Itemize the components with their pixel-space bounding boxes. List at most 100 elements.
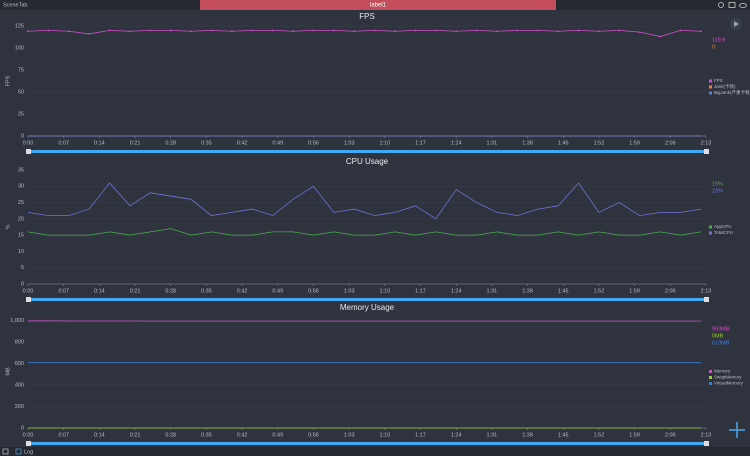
add-button[interactable] (729, 422, 745, 438)
current-value: 0 (712, 44, 715, 50)
x-tick-label: 1:59 (629, 288, 640, 294)
log-checkbox[interactable] (15, 448, 22, 455)
x-tick-label: 0:56 (308, 288, 319, 294)
y-tick-label: 75 (18, 67, 24, 73)
point (108, 29, 111, 32)
y-tick-label: 15 (18, 233, 24, 239)
legend-swatch (709, 382, 712, 385)
x-tick-label: 1:10 (379, 140, 390, 146)
point (312, 29, 315, 32)
point (190, 30, 193, 33)
point (292, 30, 294, 33)
point (67, 30, 70, 33)
range-slider (28, 150, 708, 153)
point (373, 29, 376, 32)
point (353, 30, 356, 33)
x-tick-label: 1:03 (344, 140, 355, 146)
legend-swatch (709, 225, 712, 229)
legend-swatch (709, 85, 712, 89)
x-tick-label: 1:52 (594, 432, 605, 438)
x-tick-label: 1:45 (558, 140, 569, 146)
cloud-icon[interactable] (739, 3, 747, 8)
play-icon (734, 21, 739, 27)
x-tick-label: 2:13 (701, 432, 712, 438)
x-tick-label: 1:59 (629, 432, 640, 438)
location-icon[interactable] (718, 2, 724, 8)
x-tick-label: 1:31 (487, 140, 498, 146)
y-tick-label: 0 (21, 425, 24, 431)
point (557, 30, 560, 33)
x-tick-label: 1:24 (451, 140, 462, 146)
x-tick-label: 1:10 (379, 432, 390, 438)
y-tick-label: 20 (18, 216, 24, 222)
series-line (27, 228, 701, 236)
active-tab[interactable] (200, 0, 556, 10)
x-tick-label: 1:24 (451, 288, 462, 294)
legend-swatch (709, 79, 712, 83)
legend-label: BigJank(严重卡顿) (714, 89, 750, 96)
series-line (27, 182, 701, 220)
y-tick-label: 25 (18, 200, 24, 206)
log-button[interactable] (2, 448, 9, 455)
x-tick-label: 1:31 (487, 288, 498, 294)
point (434, 29, 437, 32)
y-tick-label: 30 (18, 184, 24, 190)
x-tick-label: 1:17 (415, 432, 426, 438)
slider-handle (26, 297, 31, 302)
y-axis-label: MB (5, 367, 11, 376)
x-tick-label: 0:42 (237, 432, 248, 438)
x-tick-label: 1:52 (594, 288, 605, 294)
legend-swatch (709, 370, 712, 373)
slider-handle (26, 149, 31, 154)
x-tick-label: 0:49 (272, 140, 283, 146)
slider-handle (704, 441, 709, 446)
slider-handle (704, 297, 709, 302)
chart-title: Memory Usage (340, 303, 395, 312)
current-value: 0MB (712, 333, 724, 339)
x-tick-label: 0:49 (272, 432, 283, 438)
x-tick-label: 1:17 (415, 288, 426, 294)
point (638, 31, 641, 34)
legend-label: VirtualMemory (714, 381, 744, 386)
point (475, 29, 478, 32)
x-tick-label: 1:03 (344, 432, 355, 438)
legend-label: SwapMemory (714, 375, 742, 380)
x-tick-label: 0:14 (94, 288, 105, 294)
point (394, 30, 396, 33)
x-tick-label: 0:28 (165, 140, 176, 146)
y-tick-label: 35 (18, 167, 24, 173)
x-tick-label: 1:38 (522, 288, 533, 294)
legend-label: Memory (714, 369, 731, 374)
x-tick-label: 2:13 (701, 288, 712, 294)
point (496, 30, 498, 33)
point (271, 29, 274, 32)
x-tick-label: 1:52 (594, 140, 605, 146)
x-tick-label: 0:35 (201, 432, 212, 438)
legend-label: TotalCPU (714, 230, 733, 235)
legend-swatch (709, 231, 712, 235)
point (149, 29, 152, 32)
scene-tab[interactable]: SceneTab (3, 2, 27, 8)
current-value: 993MB (712, 326, 730, 332)
y-tick-label: 600 (15, 361, 24, 367)
y-tick-label: 10 (18, 249, 24, 255)
point (47, 29, 50, 32)
log-label[interactable]: Log (24, 449, 33, 455)
x-tick-label: 0:42 (237, 288, 248, 294)
x-tick-label: 1:59 (629, 140, 640, 146)
x-tick-label: 0:28 (165, 288, 176, 294)
y-tick-label: 800 (15, 339, 24, 345)
x-tick-label: 1:45 (558, 432, 569, 438)
folder-icon[interactable] (728, 2, 736, 8)
y-tick-label: 0 (21, 281, 24, 287)
point (129, 30, 131, 33)
slider-handle (704, 149, 709, 154)
point (251, 29, 254, 32)
x-tick-label: 0:00 (23, 140, 34, 146)
y-axis-label: % (5, 224, 11, 229)
tab-label[interactable]: label1 (370, 3, 387, 9)
point (598, 30, 600, 33)
point (231, 30, 233, 33)
